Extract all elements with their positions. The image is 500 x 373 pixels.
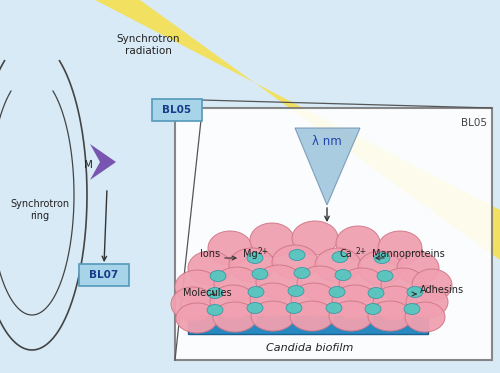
Ellipse shape bbox=[208, 231, 252, 265]
Ellipse shape bbox=[213, 302, 257, 332]
Ellipse shape bbox=[397, 252, 439, 284]
Ellipse shape bbox=[407, 286, 423, 298]
Ellipse shape bbox=[412, 269, 452, 301]
Text: Mannoproteins: Mannoproteins bbox=[372, 249, 445, 259]
Ellipse shape bbox=[286, 303, 302, 313]
Ellipse shape bbox=[378, 231, 422, 265]
Bar bbox=[188, 316, 428, 334]
Ellipse shape bbox=[250, 283, 296, 317]
Text: Ca: Ca bbox=[340, 249, 353, 259]
Text: Mg: Mg bbox=[243, 249, 258, 259]
Ellipse shape bbox=[332, 251, 348, 263]
Ellipse shape bbox=[336, 226, 380, 260]
Ellipse shape bbox=[229, 248, 275, 282]
FancyBboxPatch shape bbox=[152, 99, 202, 121]
Ellipse shape bbox=[358, 251, 402, 285]
Ellipse shape bbox=[251, 301, 295, 331]
Text: Molecules: Molecules bbox=[183, 288, 232, 298]
Ellipse shape bbox=[291, 283, 337, 317]
Ellipse shape bbox=[256, 265, 302, 299]
Ellipse shape bbox=[374, 253, 390, 263]
Ellipse shape bbox=[297, 266, 343, 300]
Ellipse shape bbox=[290, 301, 334, 331]
Text: M: M bbox=[84, 160, 92, 170]
Ellipse shape bbox=[405, 302, 445, 332]
FancyBboxPatch shape bbox=[79, 264, 129, 286]
Ellipse shape bbox=[175, 270, 219, 304]
Ellipse shape bbox=[377, 270, 393, 282]
Polygon shape bbox=[90, 144, 116, 180]
Polygon shape bbox=[295, 128, 360, 205]
Ellipse shape bbox=[294, 267, 310, 279]
Text: BL05: BL05 bbox=[461, 118, 487, 128]
Ellipse shape bbox=[339, 268, 385, 302]
Text: Synchrotron
radiation: Synchrotron radiation bbox=[116, 34, 180, 56]
Ellipse shape bbox=[329, 286, 345, 298]
Ellipse shape bbox=[210, 270, 226, 282]
Text: Synchrotron
ring: Synchrotron ring bbox=[10, 199, 70, 221]
Ellipse shape bbox=[176, 303, 218, 333]
Bar bbox=[175, 108, 492, 360]
Text: BL05: BL05 bbox=[162, 105, 192, 115]
Ellipse shape bbox=[381, 268, 425, 302]
Text: BL07: BL07 bbox=[90, 270, 118, 280]
Text: Ions: Ions bbox=[200, 249, 220, 259]
Ellipse shape bbox=[326, 303, 342, 313]
Ellipse shape bbox=[247, 303, 263, 313]
Ellipse shape bbox=[292, 221, 338, 255]
Ellipse shape bbox=[207, 288, 223, 298]
Text: 2+: 2+ bbox=[258, 247, 269, 256]
Ellipse shape bbox=[188, 251, 232, 285]
Ellipse shape bbox=[365, 304, 381, 314]
Ellipse shape bbox=[335, 270, 351, 280]
Ellipse shape bbox=[247, 253, 263, 263]
Ellipse shape bbox=[288, 285, 304, 297]
Ellipse shape bbox=[406, 286, 448, 318]
Ellipse shape bbox=[368, 288, 384, 298]
Polygon shape bbox=[95, 0, 500, 260]
Ellipse shape bbox=[272, 245, 318, 279]
Ellipse shape bbox=[210, 285, 256, 319]
Ellipse shape bbox=[250, 223, 294, 257]
Ellipse shape bbox=[214, 267, 260, 301]
Ellipse shape bbox=[373, 286, 417, 320]
Text: 2+: 2+ bbox=[355, 247, 366, 256]
Text: Candida biofilm: Candida biofilm bbox=[266, 343, 354, 353]
Ellipse shape bbox=[404, 304, 420, 314]
Ellipse shape bbox=[171, 287, 215, 321]
Ellipse shape bbox=[315, 248, 361, 282]
Text: Adhesins: Adhesins bbox=[420, 285, 464, 295]
Ellipse shape bbox=[289, 250, 305, 260]
Ellipse shape bbox=[207, 304, 223, 316]
Ellipse shape bbox=[368, 301, 412, 331]
Text: λ nm: λ nm bbox=[312, 135, 342, 148]
Ellipse shape bbox=[248, 286, 264, 298]
Ellipse shape bbox=[252, 269, 268, 279]
Ellipse shape bbox=[332, 285, 378, 319]
Ellipse shape bbox=[329, 301, 373, 331]
